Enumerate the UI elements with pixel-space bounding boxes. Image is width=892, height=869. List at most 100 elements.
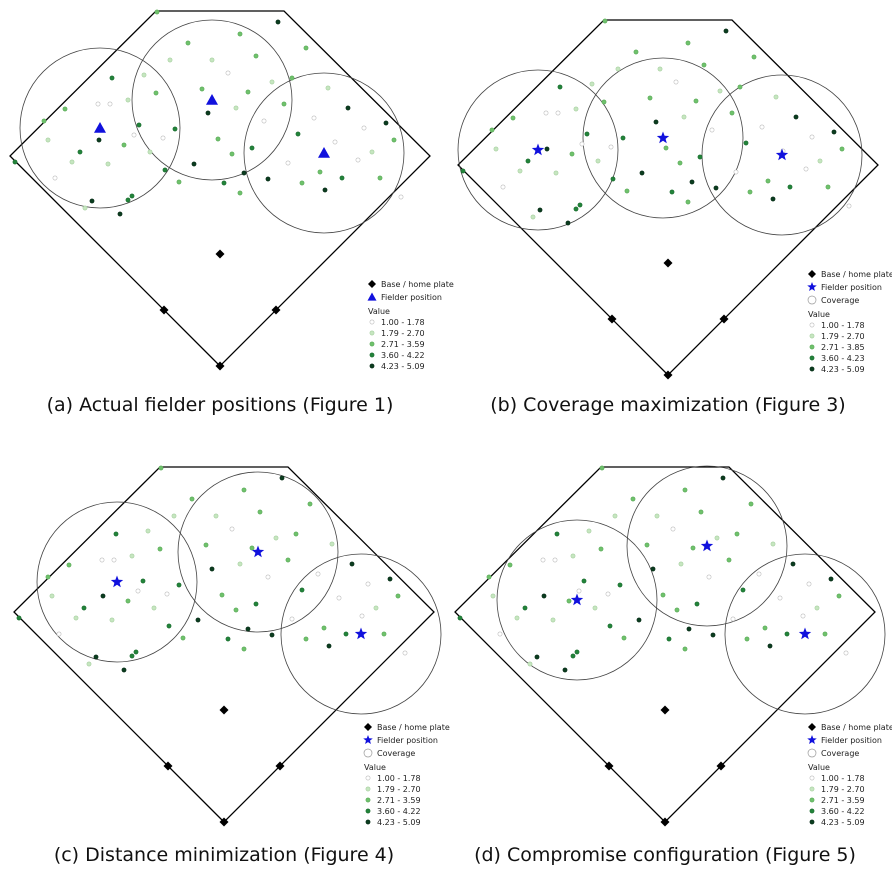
data-point (543, 110, 549, 116)
data-point (359, 613, 365, 619)
data-point (737, 84, 743, 90)
data-point (555, 110, 561, 116)
data-point (180, 635, 186, 641)
second-base-marker (215, 249, 225, 259)
data-point (125, 598, 131, 604)
data-point (317, 169, 323, 175)
data-point (579, 141, 585, 147)
data-point (321, 625, 327, 631)
data-point (241, 646, 247, 652)
data-point (740, 587, 746, 593)
data-point (237, 190, 243, 196)
data-point (544, 146, 550, 152)
data-point (846, 203, 852, 209)
data-point (784, 631, 790, 637)
data-point (86, 661, 92, 667)
data-point (336, 595, 342, 601)
data-point (654, 513, 660, 519)
legend-bin-icon (809, 333, 815, 339)
data-point (809, 134, 815, 140)
data-point (398, 194, 404, 200)
data-point (825, 184, 831, 190)
coverage-circle-1 (457, 69, 619, 231)
home-plate-marker (663, 370, 673, 380)
data-point (507, 562, 513, 568)
data-point (289, 616, 295, 622)
legend-label-base: Base / home plate (377, 723, 450, 732)
data-point (66, 562, 72, 568)
legend-bin-label: 1.79 - 2.70 (381, 329, 425, 338)
legend-bin-label: 1.79 - 2.70 (821, 785, 865, 794)
data-point (293, 531, 299, 537)
legend: Base / home plate Fielder position Coverag… (807, 270, 892, 374)
data-point (610, 176, 616, 182)
legend-bin-icon (809, 797, 815, 803)
data-point (307, 501, 313, 507)
data-point (592, 605, 598, 611)
data-point (793, 114, 799, 120)
coverage-circle-1 (496, 519, 658, 681)
data-point (213, 513, 219, 519)
data-point (241, 170, 247, 176)
legend-label-base: Base / home plate (821, 723, 892, 732)
data-point (377, 175, 383, 181)
data-point (45, 574, 51, 580)
legend-bin-icon (809, 366, 815, 372)
data-point (562, 667, 568, 673)
data-point (682, 646, 688, 652)
data-point (129, 553, 135, 559)
legend-bin-icon (369, 363, 375, 369)
data-point (574, 649, 580, 655)
data-point (639, 170, 645, 176)
data-point (674, 607, 680, 613)
data-point (733, 169, 739, 175)
data-point (45, 137, 51, 143)
data-point (706, 574, 712, 580)
data-point (677, 160, 683, 166)
data-point (537, 207, 543, 213)
first-base-marker (719, 314, 729, 324)
data-point (720, 475, 726, 481)
data-point (166, 623, 172, 629)
legend-label-base: Base / home plate (821, 270, 892, 279)
data-point (229, 526, 235, 532)
data-point (541, 593, 547, 599)
home-plate-marker (215, 361, 225, 371)
data-point (125, 97, 131, 103)
data-point (713, 185, 719, 191)
data-point (261, 118, 267, 124)
data-point (657, 66, 663, 72)
data-point (167, 57, 173, 63)
data-point (599, 465, 605, 471)
data-point (164, 591, 170, 597)
data-point (225, 636, 231, 642)
panel-caption: (a) Actual fielder positions (Figure 1) (47, 394, 394, 416)
data-point (822, 631, 828, 637)
data-point (209, 57, 215, 63)
data-point (195, 617, 201, 623)
data-point (660, 592, 666, 598)
coverage-circle-1 (36, 501, 198, 663)
data-point (624, 188, 630, 194)
legend-bin-label: 3.60 - 4.22 (381, 351, 425, 360)
third-base-marker (607, 314, 617, 324)
data-point (653, 119, 659, 125)
data-point (73, 615, 79, 621)
data-point (129, 653, 135, 659)
panel-caption: (d) Compromise configuration (Figure 5) (474, 844, 856, 866)
data-point (185, 40, 191, 46)
data-point (717, 88, 723, 94)
legend-label-base: Base / home plate (381, 280, 454, 289)
data-point (457, 615, 463, 621)
data-point (584, 131, 590, 137)
data-point (269, 632, 275, 638)
legend-bin-icon (809, 808, 815, 814)
fielder-marker-3 (775, 148, 789, 161)
legend-bin-label: 1.00 - 1.78 (821, 321, 865, 330)
data-point (162, 167, 168, 173)
data-point (598, 546, 604, 552)
data-point (729, 110, 735, 116)
data-point (510, 115, 516, 121)
legend-bin-label: 2.71 - 3.59 (381, 340, 425, 349)
